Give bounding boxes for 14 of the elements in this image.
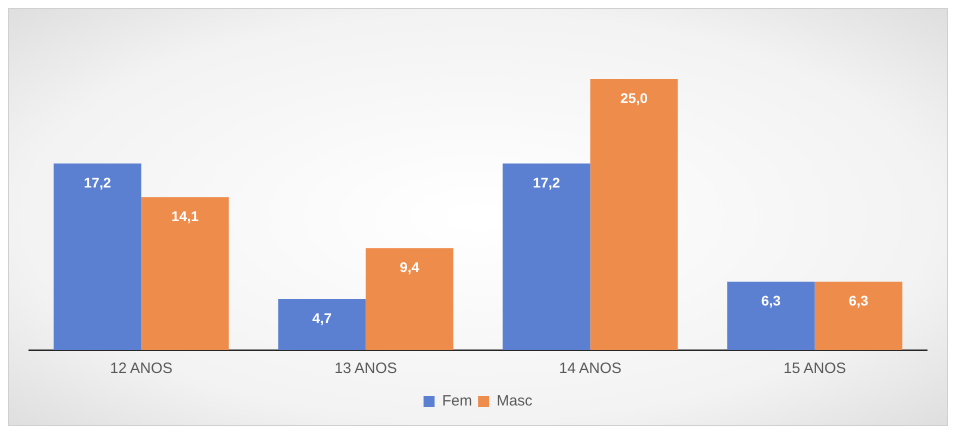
data-label: 17,2 (84, 174, 112, 190)
data-label: 25,0 (620, 90, 648, 106)
legend-label: Masc (496, 392, 533, 410)
data-label: 17,2 (532, 174, 560, 190)
data-label: 4,7 (312, 310, 332, 326)
legend-label: Fem (442, 392, 472, 410)
x-tick-label: 14 ANOS (558, 360, 622, 378)
data-label: 14,1 (171, 208, 199, 224)
x-tick-label: 15 ANOS (783, 360, 846, 378)
x-tick-label: 12 ANOS (110, 360, 173, 378)
x-tick-label: 13 ANOS (334, 360, 398, 378)
data-label: 6,3 (848, 292, 868, 309)
data-label: 9,4 (400, 258, 420, 275)
data-label: 6,3 (761, 292, 781, 309)
